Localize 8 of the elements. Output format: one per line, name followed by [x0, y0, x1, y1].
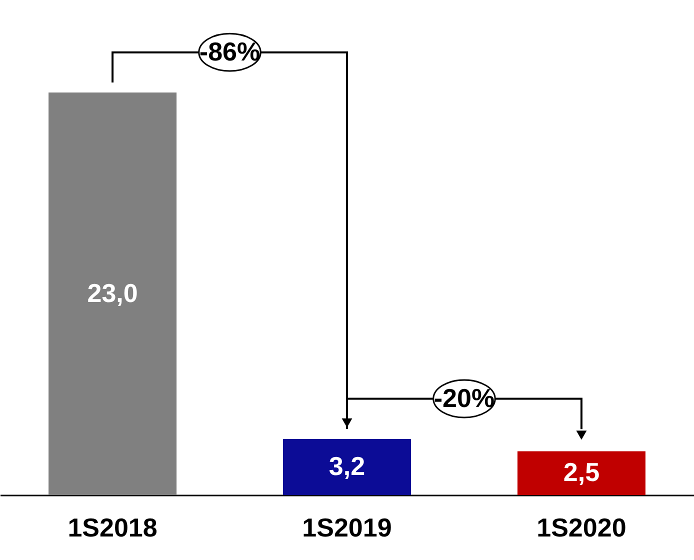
x-tick-label: 1S2020 [536, 512, 626, 542]
text: -86% [199, 36, 260, 66]
data-label: 23,0 [87, 278, 138, 308]
x-tick-label: 1S2019 [302, 512, 392, 542]
annotation: -20% [434, 382, 495, 413]
data-label: 2,5 [563, 457, 600, 488]
x-tick-label: 1S2018 [68, 512, 158, 542]
data-label: 3,2 [328, 451, 366, 482]
